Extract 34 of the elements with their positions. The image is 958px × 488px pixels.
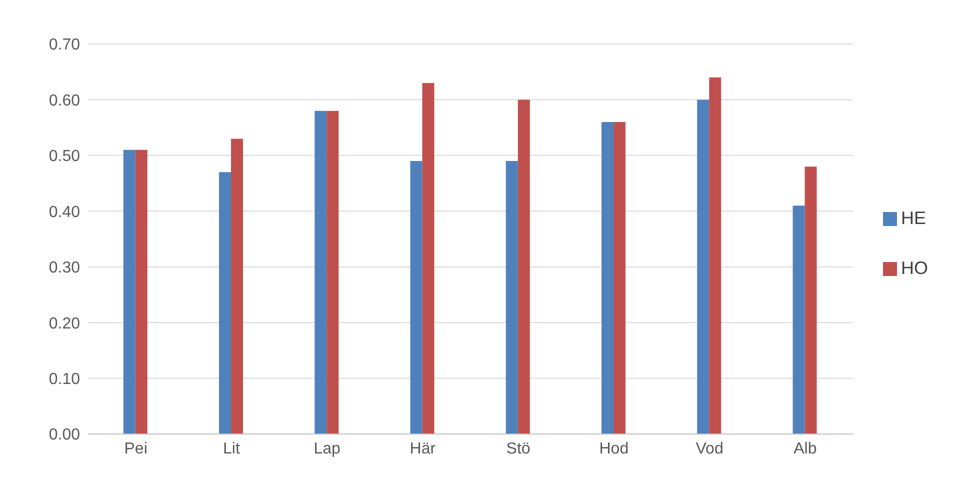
x-tick-label: Stö	[506, 440, 530, 458]
bar	[135, 150, 148, 434]
bar	[422, 83, 434, 434]
y-tick-label: 0.50	[48, 148, 80, 166]
bar	[123, 150, 136, 434]
y-tick-label: 0.40	[48, 204, 80, 221]
bar	[614, 122, 626, 434]
legend-label: HE	[901, 208, 926, 228]
legend-label: HO	[901, 258, 928, 278]
x-tick-label: Lit	[222, 440, 240, 458]
y-tick-label: 0.10	[48, 370, 80, 388]
x-tick-label: Vod	[696, 440, 724, 458]
bar	[231, 138, 244, 434]
y-tick-label: 0.30	[48, 260, 80, 277]
bar	[697, 100, 710, 434]
y-tick-label: 0.60	[48, 92, 80, 110]
bar	[314, 110, 327, 434]
bar	[792, 206, 805, 434]
y-tick-label: 0.20	[48, 315, 80, 332]
bar	[506, 161, 518, 434]
x-tick-label: Pei	[124, 440, 148, 458]
bar	[518, 100, 530, 434]
bar	[709, 77, 722, 434]
bar	[219, 172, 232, 434]
x-tick-label: Hod	[599, 440, 629, 458]
y-tick-label: 0.00	[48, 426, 80, 444]
x-tick-label: Här	[410, 440, 436, 458]
x-tick-label: Alb	[794, 440, 817, 458]
x-tick-label: Lap	[314, 440, 341, 458]
bar	[410, 161, 422, 434]
bar	[804, 166, 817, 434]
bar	[602, 122, 614, 434]
y-tick-label: 0.70	[48, 36, 80, 54]
bar	[326, 110, 339, 434]
